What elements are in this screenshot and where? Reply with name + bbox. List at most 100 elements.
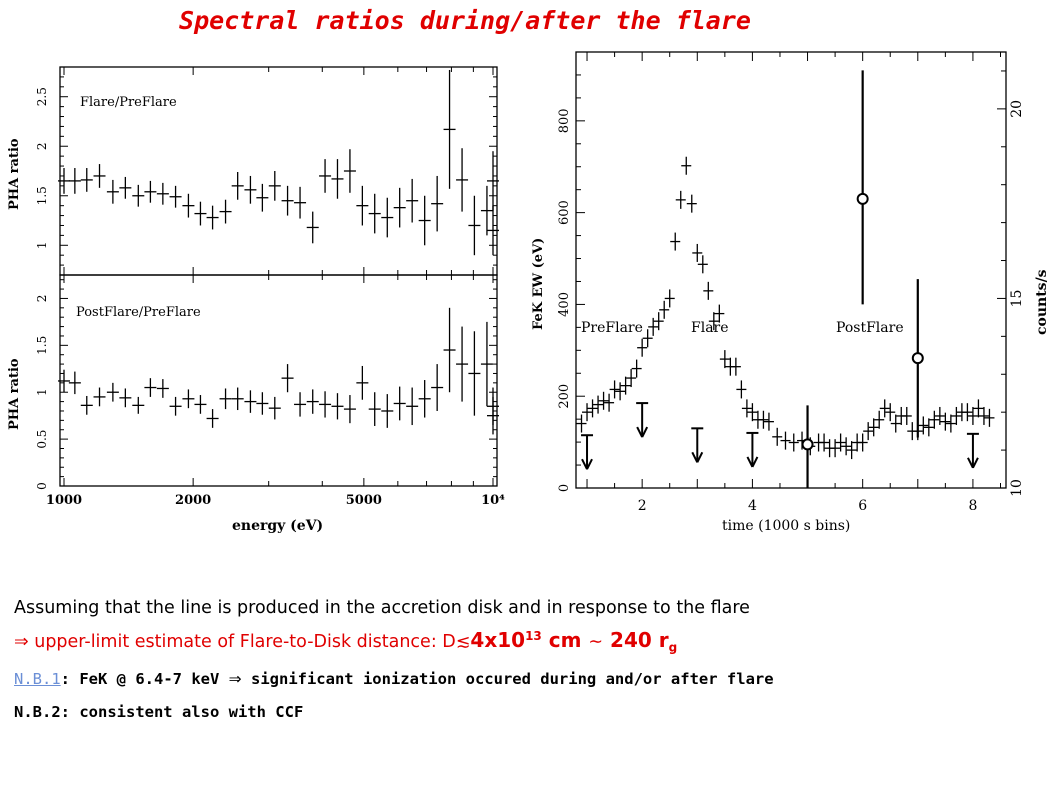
flare-annotation: Flare — [691, 320, 729, 336]
ew-detection — [911, 279, 924, 438]
data-point — [132, 396, 145, 414]
postflare-annotation: PostFlare — [836, 320, 904, 336]
y-tick-label: 1.5 — [35, 336, 49, 355]
data-point — [319, 159, 332, 193]
data-point — [231, 171, 244, 200]
data-point — [194, 201, 207, 226]
data-point — [156, 379, 169, 398]
assumption-text: Assuming that the line is produced in th… — [14, 598, 750, 618]
data-point — [294, 186, 307, 219]
x-tick-label: 2000 — [175, 493, 211, 508]
countrate-point — [772, 427, 783, 446]
data-point — [244, 390, 257, 413]
ew-detection-marker — [911, 352, 924, 365]
slide-title: Spectral ratios during/after the flare — [179, 6, 751, 35]
countrate-point — [945, 414, 956, 433]
countrate-point — [846, 441, 857, 460]
data-point — [93, 164, 106, 188]
upper-limit-head — [746, 456, 754, 468]
countrate-point — [923, 418, 934, 437]
energy-xlabel: energy (eV) — [232, 518, 323, 534]
countrate-point — [868, 418, 879, 437]
distance-estimate-text: ⇒ upper-limit estimate of Flare-to-Disk … — [14, 628, 677, 655]
figure-area: 11.522.5 Flare/PreFlare PHA ratio 00.511… — [7, 51, 1050, 534]
ew-detection — [856, 70, 869, 305]
y-tick-label: 2.5 — [35, 87, 49, 106]
flare-ratio-ticks: 1 1.5 2 2.5 — [35, 66, 497, 276]
countrate-point — [736, 380, 747, 399]
y-tick-label: 0.5 — [35, 430, 49, 449]
data-point — [343, 395, 356, 424]
data-point — [80, 395, 93, 415]
preflare-annotation: PreFlare — [581, 320, 643, 336]
y-tick-label: 600 — [557, 200, 572, 225]
countrate-point — [885, 403, 896, 422]
data-point — [431, 364, 444, 411]
countrate-point — [857, 433, 868, 452]
y-tick-label: 400 — [557, 292, 572, 317]
countrate-point — [675, 190, 686, 209]
data-point — [106, 179, 119, 204]
y-tick-right-label: 15 — [1009, 290, 1025, 308]
data-point — [356, 185, 369, 226]
countrate-point — [587, 399, 598, 418]
data-point — [306, 211, 319, 244]
data-point — [487, 387, 499, 426]
data-point — [480, 185, 493, 236]
ew-detection-marker — [856, 192, 869, 205]
ew-ylabel: FeK EW (eV) — [531, 238, 546, 330]
upper-limit-head — [972, 457, 979, 469]
data-point — [119, 176, 132, 199]
approx-symbol: ∼ — [588, 632, 604, 652]
y-tick-label: 1.5 — [35, 186, 49, 205]
nb1-link[interactable]: N.B.1 — [14, 670, 61, 688]
data-point — [219, 388, 232, 410]
countrate-point — [978, 406, 989, 425]
data-point — [418, 380, 431, 418]
countrate-point — [609, 380, 620, 399]
nb1-text: N.B.1: FeK @ 6.4-7 keV ⇒ significant ion… — [14, 670, 774, 688]
countrate-point — [841, 437, 852, 456]
countrate-point — [879, 399, 890, 418]
countrate-point — [730, 357, 741, 376]
data-point — [356, 365, 369, 400]
countrate-point — [890, 414, 901, 433]
countrate-point — [620, 376, 631, 395]
data-point — [182, 193, 195, 218]
y-tick-label: 200 — [557, 384, 572, 409]
upper-limit-head — [696, 451, 704, 463]
ew-ticks: 2 4 6 8 0 200 400 600 800 10 15 20 — [557, 52, 1025, 514]
countrate-point — [686, 194, 697, 213]
data-point — [393, 386, 406, 421]
y-tick-right-label: 20 — [1009, 100, 1025, 118]
countrate-point — [631, 359, 642, 378]
countrate-point — [697, 255, 708, 274]
distance-value: 4x10 — [470, 628, 526, 652]
y-tick-label: 800 — [557, 108, 572, 133]
data-point — [480, 321, 493, 407]
countrate-point — [593, 395, 604, 414]
data-point — [306, 389, 319, 414]
countrate-point — [681, 156, 692, 175]
countrate-point — [604, 393, 615, 412]
data-point — [319, 391, 332, 418]
upper-limit-head — [967, 457, 974, 469]
upper-limit-arrow — [746, 431, 759, 468]
data-point — [331, 159, 344, 199]
data-point — [169, 396, 182, 416]
data-point — [106, 382, 119, 402]
countrate-point — [582, 403, 593, 422]
countrate-point — [763, 412, 774, 431]
countrate-point — [973, 399, 984, 418]
ew-points — [576, 70, 995, 488]
data-point — [456, 326, 469, 402]
distance-unit: cm — [541, 628, 589, 652]
data-point — [487, 205, 499, 256]
counts-ylabel: counts/s — [1034, 269, 1050, 335]
postflare-ratio-ylabel: PHA ratio — [7, 358, 22, 430]
upper-limit-head — [691, 451, 699, 463]
countrate-point — [901, 406, 912, 425]
data-point — [68, 168, 81, 194]
countrate-point — [918, 416, 929, 435]
ew-frame — [575, 51, 1007, 489]
